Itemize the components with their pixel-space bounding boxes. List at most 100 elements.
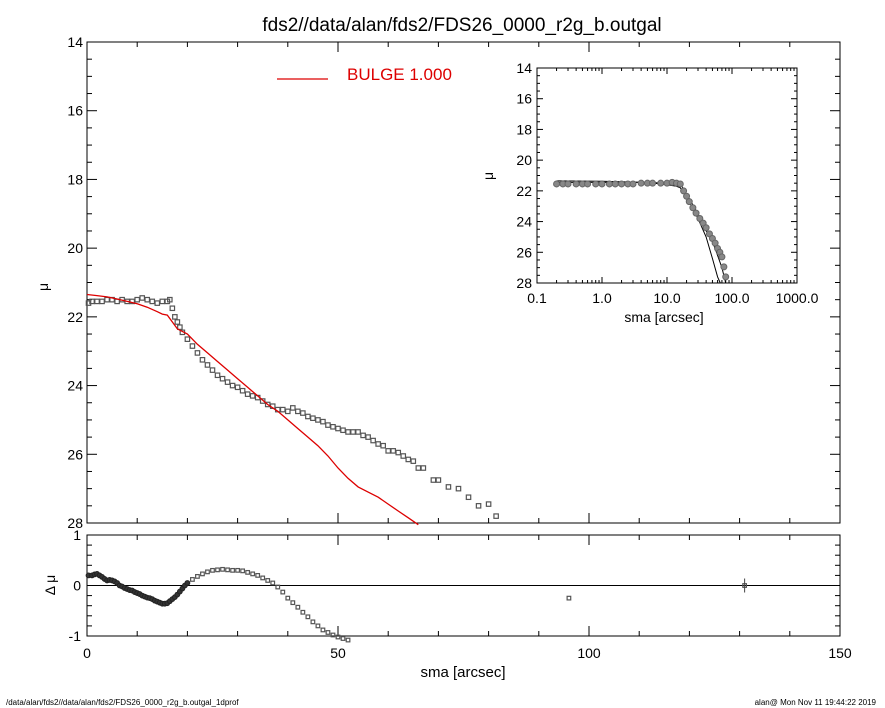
main-data-point [184,336,191,342]
inset-data-point [676,180,684,188]
inset-x-tick-label: 100.0 [714,290,749,306]
residual-point [195,574,200,579]
residual-point [184,580,191,586]
main-data-point [219,375,226,382]
inset-data-point [696,215,704,222]
inset-data-point [553,180,561,188]
main-y-tick-label: 24 [67,378,83,394]
inset-data-point [637,179,645,187]
residual-point [255,572,261,578]
main-y-axis-label: μ [35,283,51,291]
inset-data-point [605,180,613,188]
inset-data-point [629,180,637,188]
residual-point [566,595,572,601]
residual-x-tick-label: 50 [330,645,346,661]
residual-point [305,614,311,620]
residual-point [245,569,251,575]
inset-data-point [572,180,580,188]
residual-point [295,604,301,610]
main-data-point [310,415,316,422]
main-data-point [199,357,206,363]
chart-title: fds2//data/alan/fds2/FDS26_0000_r2g_b.ou… [262,15,661,36]
main-data-point [229,382,236,389]
inset-plot: 14 16 18 20 22 24 26 280.1 1.0 10.0 100.0 1000.0 sma… [480,60,819,325]
inset-data-point [692,209,700,217]
residual-point [220,566,225,572]
residual-point [300,609,306,615]
main-data-point [279,406,286,413]
residual-point [215,567,220,573]
residual-point [275,584,281,590]
inset-y-tick-label: 22 [516,183,532,199]
residual-y-tick-label: 0 [73,578,81,594]
main-y-tick-label: 14 [67,34,83,50]
main-y-tick-label: 22 [67,309,83,325]
main-data-point [320,418,326,425]
main-data-point [249,393,256,399]
main-data-point [415,465,422,471]
main-data-point [224,379,231,385]
main-data-point [89,298,95,305]
main-data-point [455,485,462,492]
inset-y-tick-label: 28 [516,275,532,291]
residual-point [280,589,286,595]
residual-point [285,595,291,601]
main-data-point [410,458,417,464]
inset-y-tick-label: 26 [516,244,532,260]
residual-point [260,575,266,581]
residual-point [250,571,256,577]
main-data-point [214,372,221,379]
main-data-point [420,465,427,471]
inset-x-axis-label: sma [arcsec] [624,309,703,325]
main-data-point [244,391,251,397]
inset-data-point [720,263,728,271]
inset-y-tick-label: 14 [516,60,532,76]
inset-plot-frame [536,67,798,284]
inset-y-tick-label: 24 [516,214,532,230]
main-data-point [355,429,361,435]
main-data-point [350,429,356,435]
residual-point [205,569,210,575]
inset-data-point [611,180,619,188]
residual-point [335,634,341,640]
residual-point [225,567,230,573]
main-data-point [345,429,351,435]
main-data-point [94,298,100,305]
main-data-point [305,413,311,420]
inset-x-tick-label: 10.0 [653,290,680,306]
main-y-tick-label: 18 [67,171,83,187]
main-data-point [209,367,216,373]
inset-data-point [618,180,626,188]
residual-point [345,637,351,643]
main-data-point [435,477,442,483]
residual-point [290,600,296,606]
main-series-line-bulge [86,293,419,526]
residual-point [330,632,336,638]
main-data-point [239,387,246,394]
main-data-point [380,442,386,449]
inset-data-point [649,179,657,187]
main-plot: 14 16 18 20 22 24 26 28 μ BULGE 1.000 [35,34,841,531]
inset-data-point [689,204,697,212]
residual-point [310,619,316,625]
inset-data-point [584,180,592,188]
inset-data-point [722,273,730,281]
main-data-point [445,484,452,490]
main-data-point [129,298,135,305]
main-data-point [264,401,271,408]
main-data-point [290,405,296,411]
inset-x-tick-label: 0.1 [527,290,547,306]
main-data-point [395,449,402,456]
main-data-point [475,503,482,509]
residual-y-axis-label: Δ μ [42,575,58,596]
residual-point [230,567,235,573]
main-data-point [149,298,156,305]
main-data-point [330,424,336,430]
residual-x-tick-label: 100 [577,645,601,661]
main-data-point [493,513,499,519]
inset-y-tick-label: 18 [516,121,532,137]
main-data-point [300,410,306,416]
main-y-tick-label: 16 [67,103,83,119]
